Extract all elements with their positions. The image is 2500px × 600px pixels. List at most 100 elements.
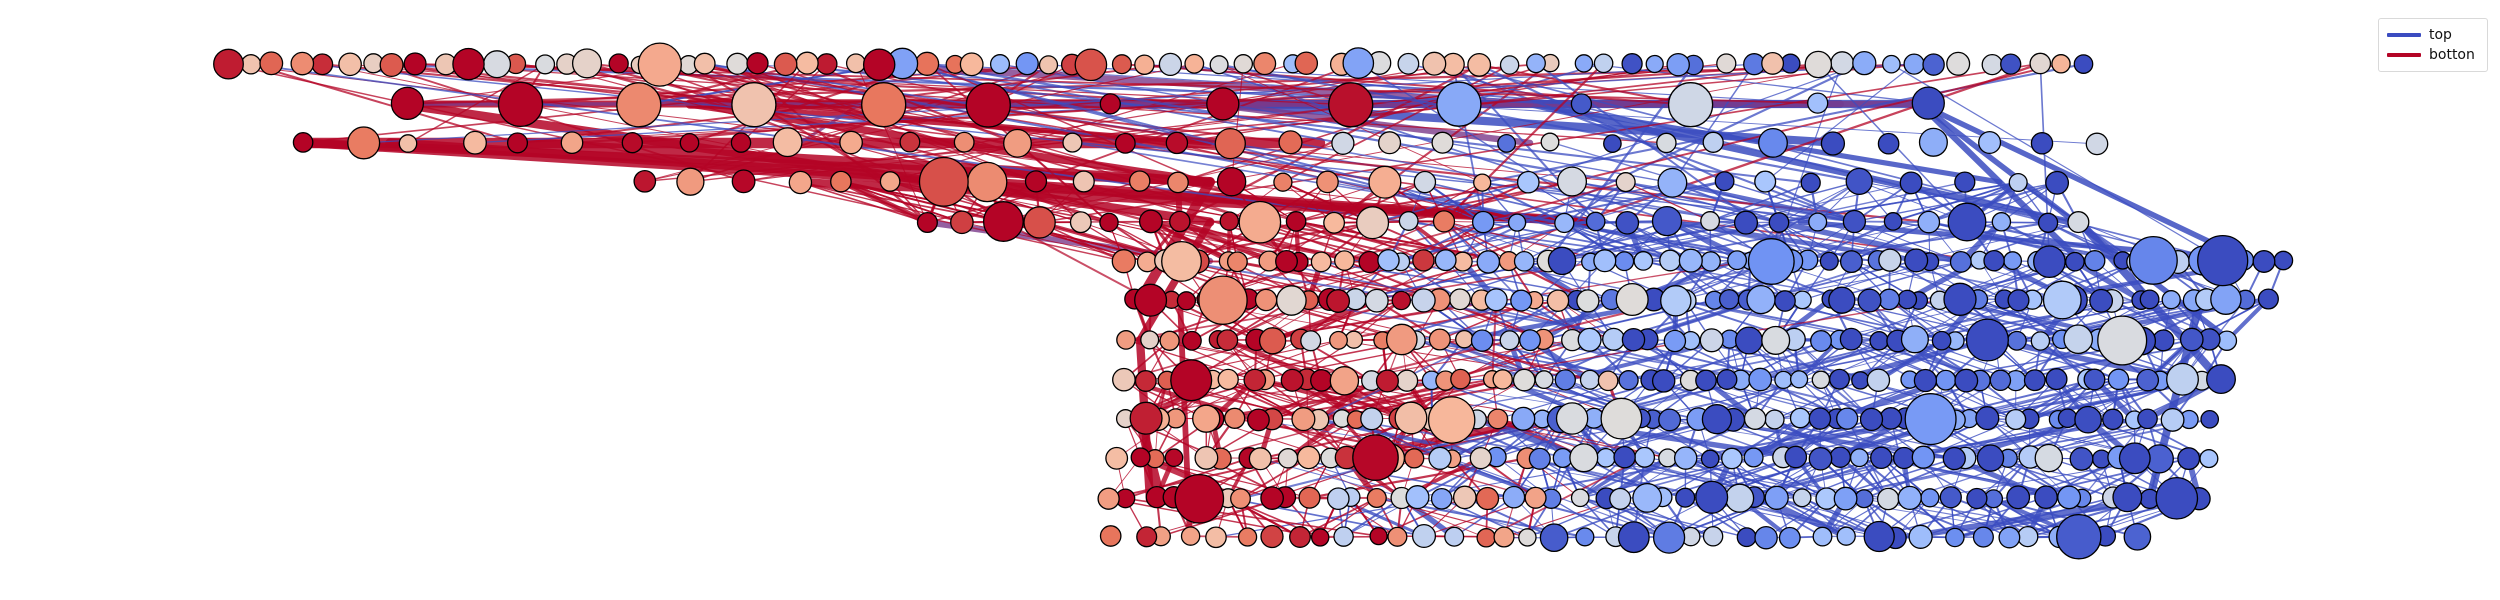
node-24 (1883, 212, 1903, 231)
node-513 (1845, 167, 1873, 196)
node-211 (1226, 251, 1248, 273)
node-611 (2097, 315, 2148, 366)
node-149 (1111, 54, 1132, 75)
edge-498 (2047, 221, 2124, 262)
node-274 (1774, 290, 1796, 312)
node-356 (1870, 446, 1893, 470)
node-216 (1716, 369, 1738, 390)
node-477 (2069, 446, 2094, 471)
node-135 (1387, 526, 1408, 547)
edge-44 (372, 62, 745, 183)
node-600 (1328, 82, 1374, 128)
node-486 (1975, 406, 2000, 431)
node-545 (1758, 127, 1788, 158)
node-373 (2085, 132, 2109, 156)
node-463 (1138, 209, 1163, 234)
edge-1655 (1287, 457, 1487, 539)
node-419 (1913, 368, 1938, 393)
node-345 (746, 52, 769, 75)
node-364 (1413, 170, 1437, 194)
node-580 (1943, 282, 1977, 316)
edge-88 (414, 63, 1668, 144)
node-130 (1700, 211, 1721, 231)
node-182 (1134, 54, 1155, 75)
node-3 (1789, 370, 1809, 389)
node-217 (1310, 251, 1332, 273)
node-209 (1487, 408, 1509, 430)
edge-1214 (1684, 496, 1748, 539)
edge-526 (1752, 456, 1828, 500)
node-382 (560, 131, 584, 155)
edge-884 (1888, 298, 1943, 342)
node-482 (2057, 485, 2082, 510)
edge-113 (1407, 62, 2062, 222)
node-542 (1632, 482, 1663, 513)
node-506 (1852, 50, 1877, 76)
node-568 (862, 48, 896, 81)
edge-1532 (1765, 535, 1847, 539)
edge-1675 (1662, 299, 2074, 382)
node-86 (2030, 331, 2051, 351)
node-520 (2123, 522, 2152, 551)
node-487 (1511, 406, 1536, 431)
node-550 (1701, 404, 1733, 435)
edge-174 (1453, 496, 1515, 538)
edge-800 (799, 181, 929, 224)
node-319 (1510, 289, 1533, 312)
node-518 (1804, 50, 1833, 79)
node-169 (1618, 370, 1639, 391)
node-440 (1673, 446, 1698, 470)
node-381 (1316, 170, 1339, 194)
node-6 (1369, 526, 1388, 546)
node-479 (1364, 288, 1389, 313)
node-31 (398, 134, 418, 153)
node-527 (1547, 246, 1577, 276)
node-199 (1789, 407, 1811, 429)
node-298 (1069, 211, 1092, 234)
node-573 (1134, 283, 1168, 317)
edge-563 (1408, 182, 1483, 222)
node-584 (1947, 202, 1987, 242)
node-207 (1935, 369, 1957, 391)
node-567 (452, 47, 485, 81)
node-226 (2005, 408, 2027, 431)
node-119 (1181, 330, 1202, 351)
node-393 (1839, 250, 1863, 274)
node-176 (240, 54, 262, 75)
node-188 (1700, 251, 1721, 272)
node-422 (1428, 446, 1452, 470)
edge-137 (806, 61, 1019, 145)
node-342 (1395, 369, 1419, 392)
node-58 (1819, 251, 1839, 271)
node-464 (1954, 368, 1979, 393)
node-605 (1747, 238, 1795, 285)
node-521 (1900, 325, 1929, 354)
node-436 (1754, 525, 1778, 550)
node-331 (1358, 250, 1381, 274)
node-437 (1866, 368, 1891, 392)
edge-134 (1478, 63, 1726, 183)
node-432 (1260, 524, 1284, 549)
node-564 (1652, 521, 1686, 554)
node-275 (1695, 369, 1717, 392)
node-466 (2006, 485, 2031, 510)
node-581 (390, 86, 425, 121)
node-491 (1411, 523, 1437, 549)
edge-265 (1285, 416, 1345, 461)
node-357 (1613, 445, 1636, 469)
node-608 (1198, 275, 1248, 325)
node-412 (795, 51, 819, 75)
node-22 (2200, 409, 2220, 429)
node-531 (1918, 127, 1948, 157)
node-517 (1976, 444, 2005, 472)
edge-958 (1443, 220, 1510, 262)
node-104 (1116, 330, 1136, 350)
node-180 (1492, 369, 1513, 390)
node-71 (1237, 527, 1258, 547)
node-544 (2206, 364, 2236, 395)
edge-985 (1992, 498, 2061, 538)
node-35 (1792, 488, 1812, 508)
node-18 (1811, 370, 1831, 390)
edge-146 (687, 63, 1232, 145)
